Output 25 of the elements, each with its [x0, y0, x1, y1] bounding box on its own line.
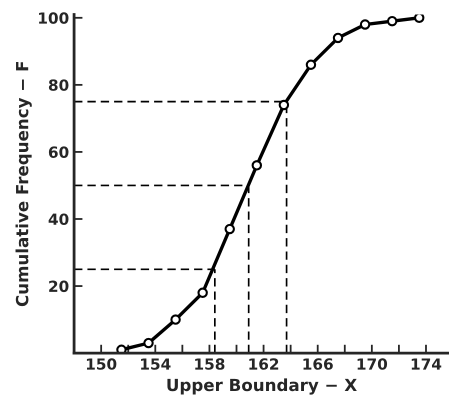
y-tick-label: 40: [48, 213, 68, 226]
point: [224, 224, 235, 234]
y-tick-label: 60: [48, 146, 68, 158]
point: [252, 160, 262, 171]
x-tick-label: 162: [249, 358, 278, 370]
point: [306, 60, 316, 70]
x-axis-title: Upper Boundary − X: [167, 378, 357, 395]
point: [414, 14, 424, 24]
x-tick-label: 150: [86, 358, 116, 370]
x-tick-label: 158: [195, 358, 224, 370]
y-tick-label: 80: [48, 79, 68, 91]
point: [197, 288, 208, 298]
x-tick-label: 174: [412, 358, 442, 370]
y-tick-label: 20: [49, 280, 68, 292]
point: [360, 19, 370, 30]
point: [170, 314, 181, 325]
x-tick-label: 154: [141, 358, 171, 370]
point: [386, 16, 398, 26]
y-axis-title: Cumulative Frequency − F: [16, 62, 32, 306]
point: [278, 100, 290, 110]
y-tick-label: 100: [39, 12, 68, 24]
point: [143, 338, 154, 348]
x-tick-label: 170: [358, 358, 388, 370]
point: [332, 32, 344, 44]
x-tick-label: 166: [303, 358, 333, 370]
